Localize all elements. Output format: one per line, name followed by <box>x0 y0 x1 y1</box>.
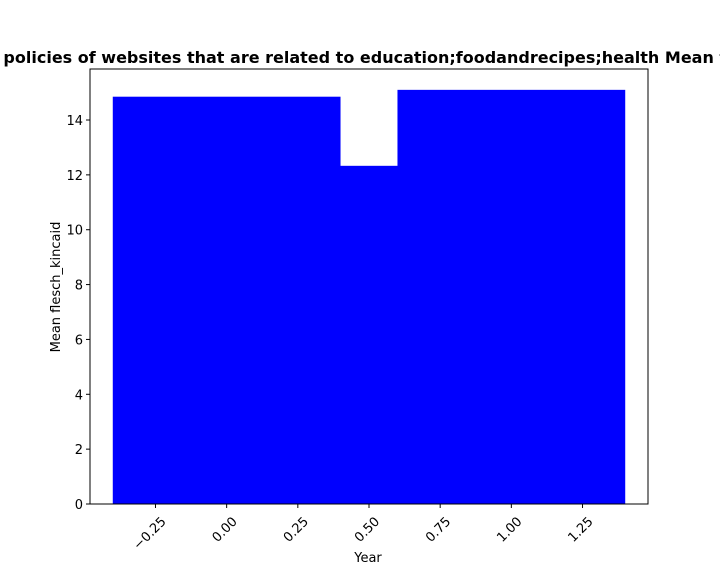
x-tick-label: 0.75 <box>423 514 454 545</box>
y-tick-label: 8 <box>75 279 83 294</box>
x-tick-label: 1.00 <box>494 514 525 545</box>
x-axis-label: Year <box>353 551 382 566</box>
bar-2 <box>397 89 626 504</box>
y-axis-label: Mean flesch_kincaid <box>49 222 64 353</box>
y-tick-label: 0 <box>75 498 83 513</box>
y-tick-label: 10 <box>66 224 83 239</box>
y-tick-label: 14 <box>66 114 83 129</box>
y-tick-label: 2 <box>75 443 83 458</box>
x-tick-label: 0.00 <box>210 514 241 545</box>
x-tick-label: 1.25 <box>565 514 596 545</box>
y-axis: 0 2 4 6 8 10 12 14 <box>66 114 90 513</box>
x-tick-label: 0.25 <box>281 514 312 545</box>
chart-title: Mean flesch_kincaid of privacy policies … <box>0 48 720 67</box>
y-tick-label: 6 <box>75 333 83 348</box>
x-tick-label: −0.25 <box>131 514 170 553</box>
x-tick-label: 0.50 <box>352 514 383 545</box>
y-tick-label: 12 <box>66 169 83 184</box>
bars-layer <box>112 89 626 505</box>
x-axis: −0.25 0.00 0.25 0.50 0.75 1.00 1.25 <box>131 504 597 553</box>
y-tick-label: 4 <box>75 388 83 403</box>
